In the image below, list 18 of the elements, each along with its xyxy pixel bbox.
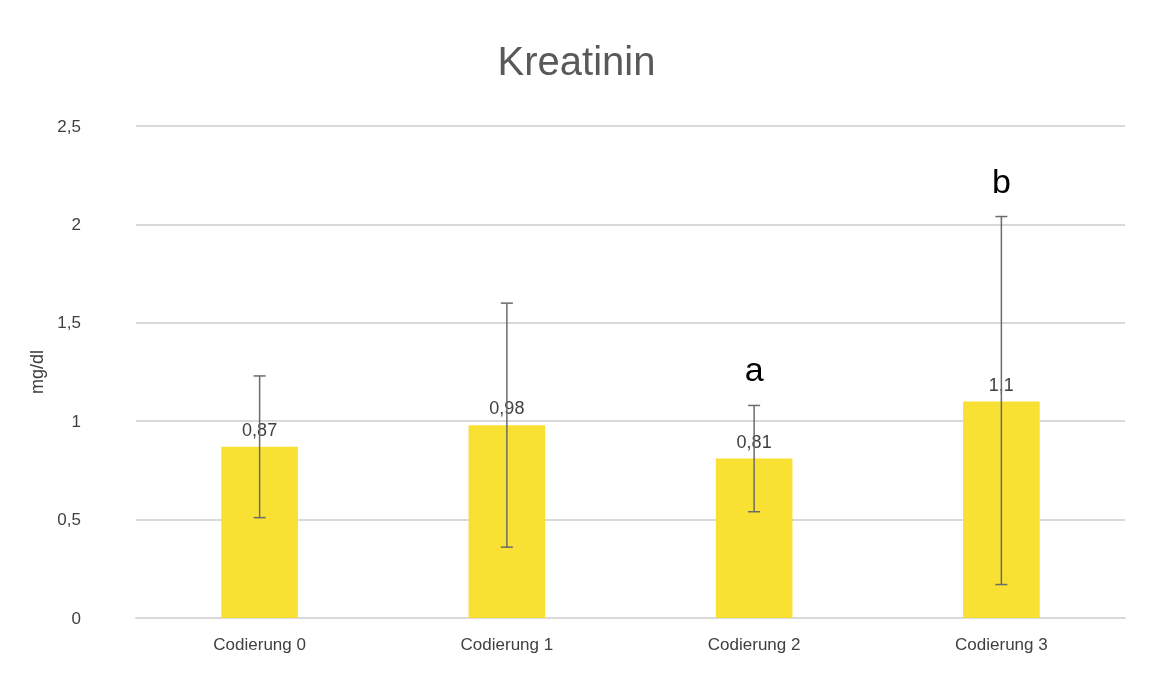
y-tick-label: 2 [71, 214, 81, 234]
annotation: b [991, 161, 1011, 200]
y-axis-title: mg/dl [27, 349, 48, 395]
x-tick-label: Codierung 2 [707, 635, 801, 654]
x-tick-label: Codierung 3 [955, 635, 1048, 654]
x-tick-label: Codierung 1 [460, 635, 554, 654]
y-tick-label: 1,5 [57, 313, 81, 333]
y-tick-label: 0,5 [57, 510, 81, 530]
bar [468, 425, 546, 618]
annotation: a [744, 350, 764, 389]
x-tick-label: Codierung 0 [213, 635, 306, 654]
y-tick-label: 1 [71, 411, 81, 431]
bar [963, 401, 1040, 618]
y-tick-label: 2,5 [57, 116, 81, 136]
chart-title: Kreatinin [497, 39, 656, 83]
bar [715, 458, 793, 618]
bar [221, 446, 298, 618]
y-tick-label: 0 [71, 608, 81, 628]
